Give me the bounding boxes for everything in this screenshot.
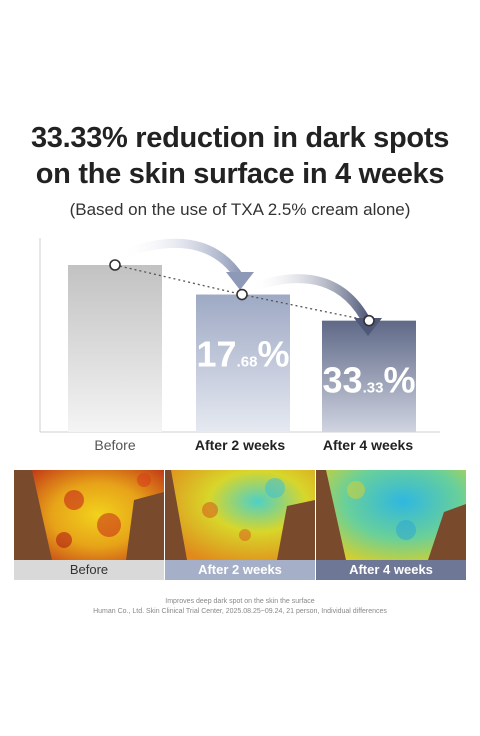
footnote-line-2: Human Co., Ltd. Skin Clinical Trial Cent… xyxy=(93,608,387,615)
x-label-before: Before xyxy=(94,437,136,453)
arrow-head-1 xyxy=(226,272,254,290)
arrow-head-2 xyxy=(354,318,382,336)
reduction-bar-chart: 17.68% 33.33% xyxy=(39,238,440,433)
x-label-after-2-weeks: After 2 weeks xyxy=(194,437,286,453)
bar-value-label-2: 33.33% xyxy=(323,360,416,401)
curved-arrow-1 xyxy=(120,238,244,281)
image-caption-after-4-weeks: After 4 weeks xyxy=(316,560,466,580)
headline-line-2: on the skin surface in 4 weeks xyxy=(35,158,445,190)
bar-after-4-weeks xyxy=(322,320,416,432)
x-label-after-4-weeks: After 4 weeks xyxy=(322,437,414,453)
bar-value-label-1: 17.68% xyxy=(197,334,290,375)
bar-before xyxy=(68,265,162,432)
bar-after-2-weeks xyxy=(196,294,290,432)
trend-point-0 xyxy=(109,259,121,271)
curved-arrow-2 xyxy=(248,274,373,327)
image-caption-after-2-weeks: After 2 weeks xyxy=(165,560,315,580)
footnote-line-1: Improves deep dark spot on the skin the … xyxy=(165,598,315,605)
image-caption-before: Before xyxy=(14,560,164,580)
trend-point-1 xyxy=(236,288,248,301)
trend-point-2 xyxy=(363,314,375,327)
subtitle: (Based on the use of TXA 2.5% cream alon… xyxy=(69,200,411,219)
headline-line-1: 33.33% reduction in dark spots xyxy=(30,122,450,154)
